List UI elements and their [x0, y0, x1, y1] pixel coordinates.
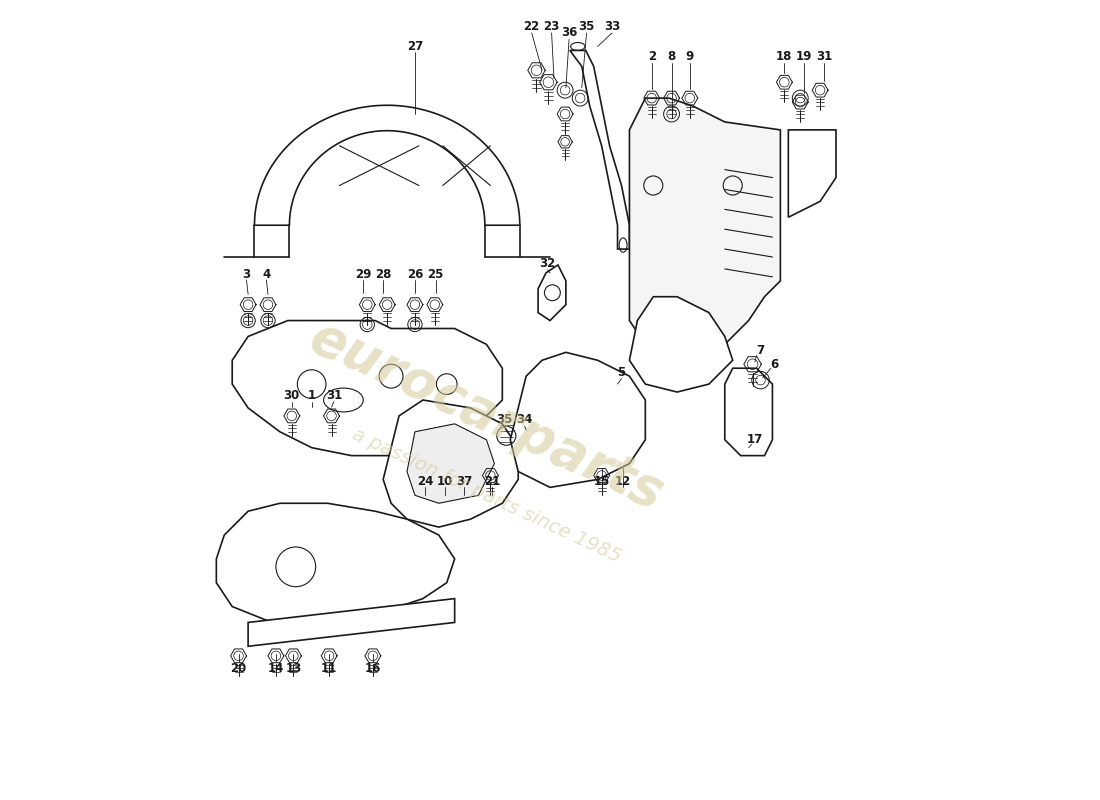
Text: 4: 4: [262, 268, 271, 281]
Polygon shape: [407, 424, 494, 503]
Polygon shape: [232, 321, 503, 456]
Text: 12: 12: [615, 474, 631, 487]
Polygon shape: [789, 130, 836, 218]
Text: 28: 28: [375, 268, 392, 281]
Text: 19: 19: [796, 50, 813, 63]
Text: 21: 21: [484, 474, 500, 487]
Polygon shape: [629, 98, 780, 360]
Text: 18: 18: [777, 50, 792, 63]
Polygon shape: [254, 106, 520, 226]
Text: 5: 5: [617, 366, 626, 378]
Polygon shape: [383, 400, 518, 527]
Text: a passion for parts since 1985: a passion for parts since 1985: [349, 425, 624, 566]
Text: eurocarparts: eurocarparts: [301, 311, 672, 521]
Text: 22: 22: [524, 20, 540, 33]
Text: 9: 9: [685, 50, 694, 63]
Text: 25: 25: [428, 268, 443, 281]
Text: 20: 20: [231, 662, 246, 675]
Text: 29: 29: [355, 268, 372, 281]
Text: 1: 1: [308, 389, 316, 402]
Polygon shape: [725, 368, 772, 456]
Text: 24: 24: [417, 474, 433, 487]
Text: 32: 32: [539, 257, 556, 270]
Polygon shape: [510, 352, 646, 487]
Text: 7: 7: [757, 344, 764, 358]
Text: 36: 36: [561, 26, 578, 39]
Text: 2: 2: [648, 50, 656, 63]
Text: 26: 26: [407, 268, 424, 281]
Text: 15: 15: [594, 474, 609, 487]
Text: 34: 34: [516, 414, 532, 426]
Text: 17: 17: [747, 434, 763, 446]
Polygon shape: [217, 503, 454, 622]
Text: 37: 37: [456, 474, 472, 487]
Text: 11: 11: [321, 662, 338, 675]
Text: 35: 35: [496, 414, 513, 426]
Polygon shape: [570, 50, 629, 249]
Text: 35: 35: [579, 20, 595, 33]
Text: 16: 16: [365, 662, 381, 675]
Text: 14: 14: [267, 662, 284, 675]
Text: 31: 31: [326, 389, 342, 402]
Text: 6: 6: [770, 358, 778, 370]
Text: 3: 3: [242, 268, 251, 281]
Text: 31: 31: [816, 50, 833, 63]
Polygon shape: [538, 265, 565, 321]
Text: 13: 13: [285, 662, 301, 675]
Text: 8: 8: [668, 50, 675, 63]
Polygon shape: [249, 598, 454, 646]
Text: 10: 10: [437, 474, 453, 487]
Text: 23: 23: [543, 20, 560, 33]
Text: 27: 27: [407, 40, 424, 53]
Text: 33: 33: [604, 20, 620, 33]
Polygon shape: [629, 297, 733, 392]
Text: 30: 30: [284, 389, 300, 402]
